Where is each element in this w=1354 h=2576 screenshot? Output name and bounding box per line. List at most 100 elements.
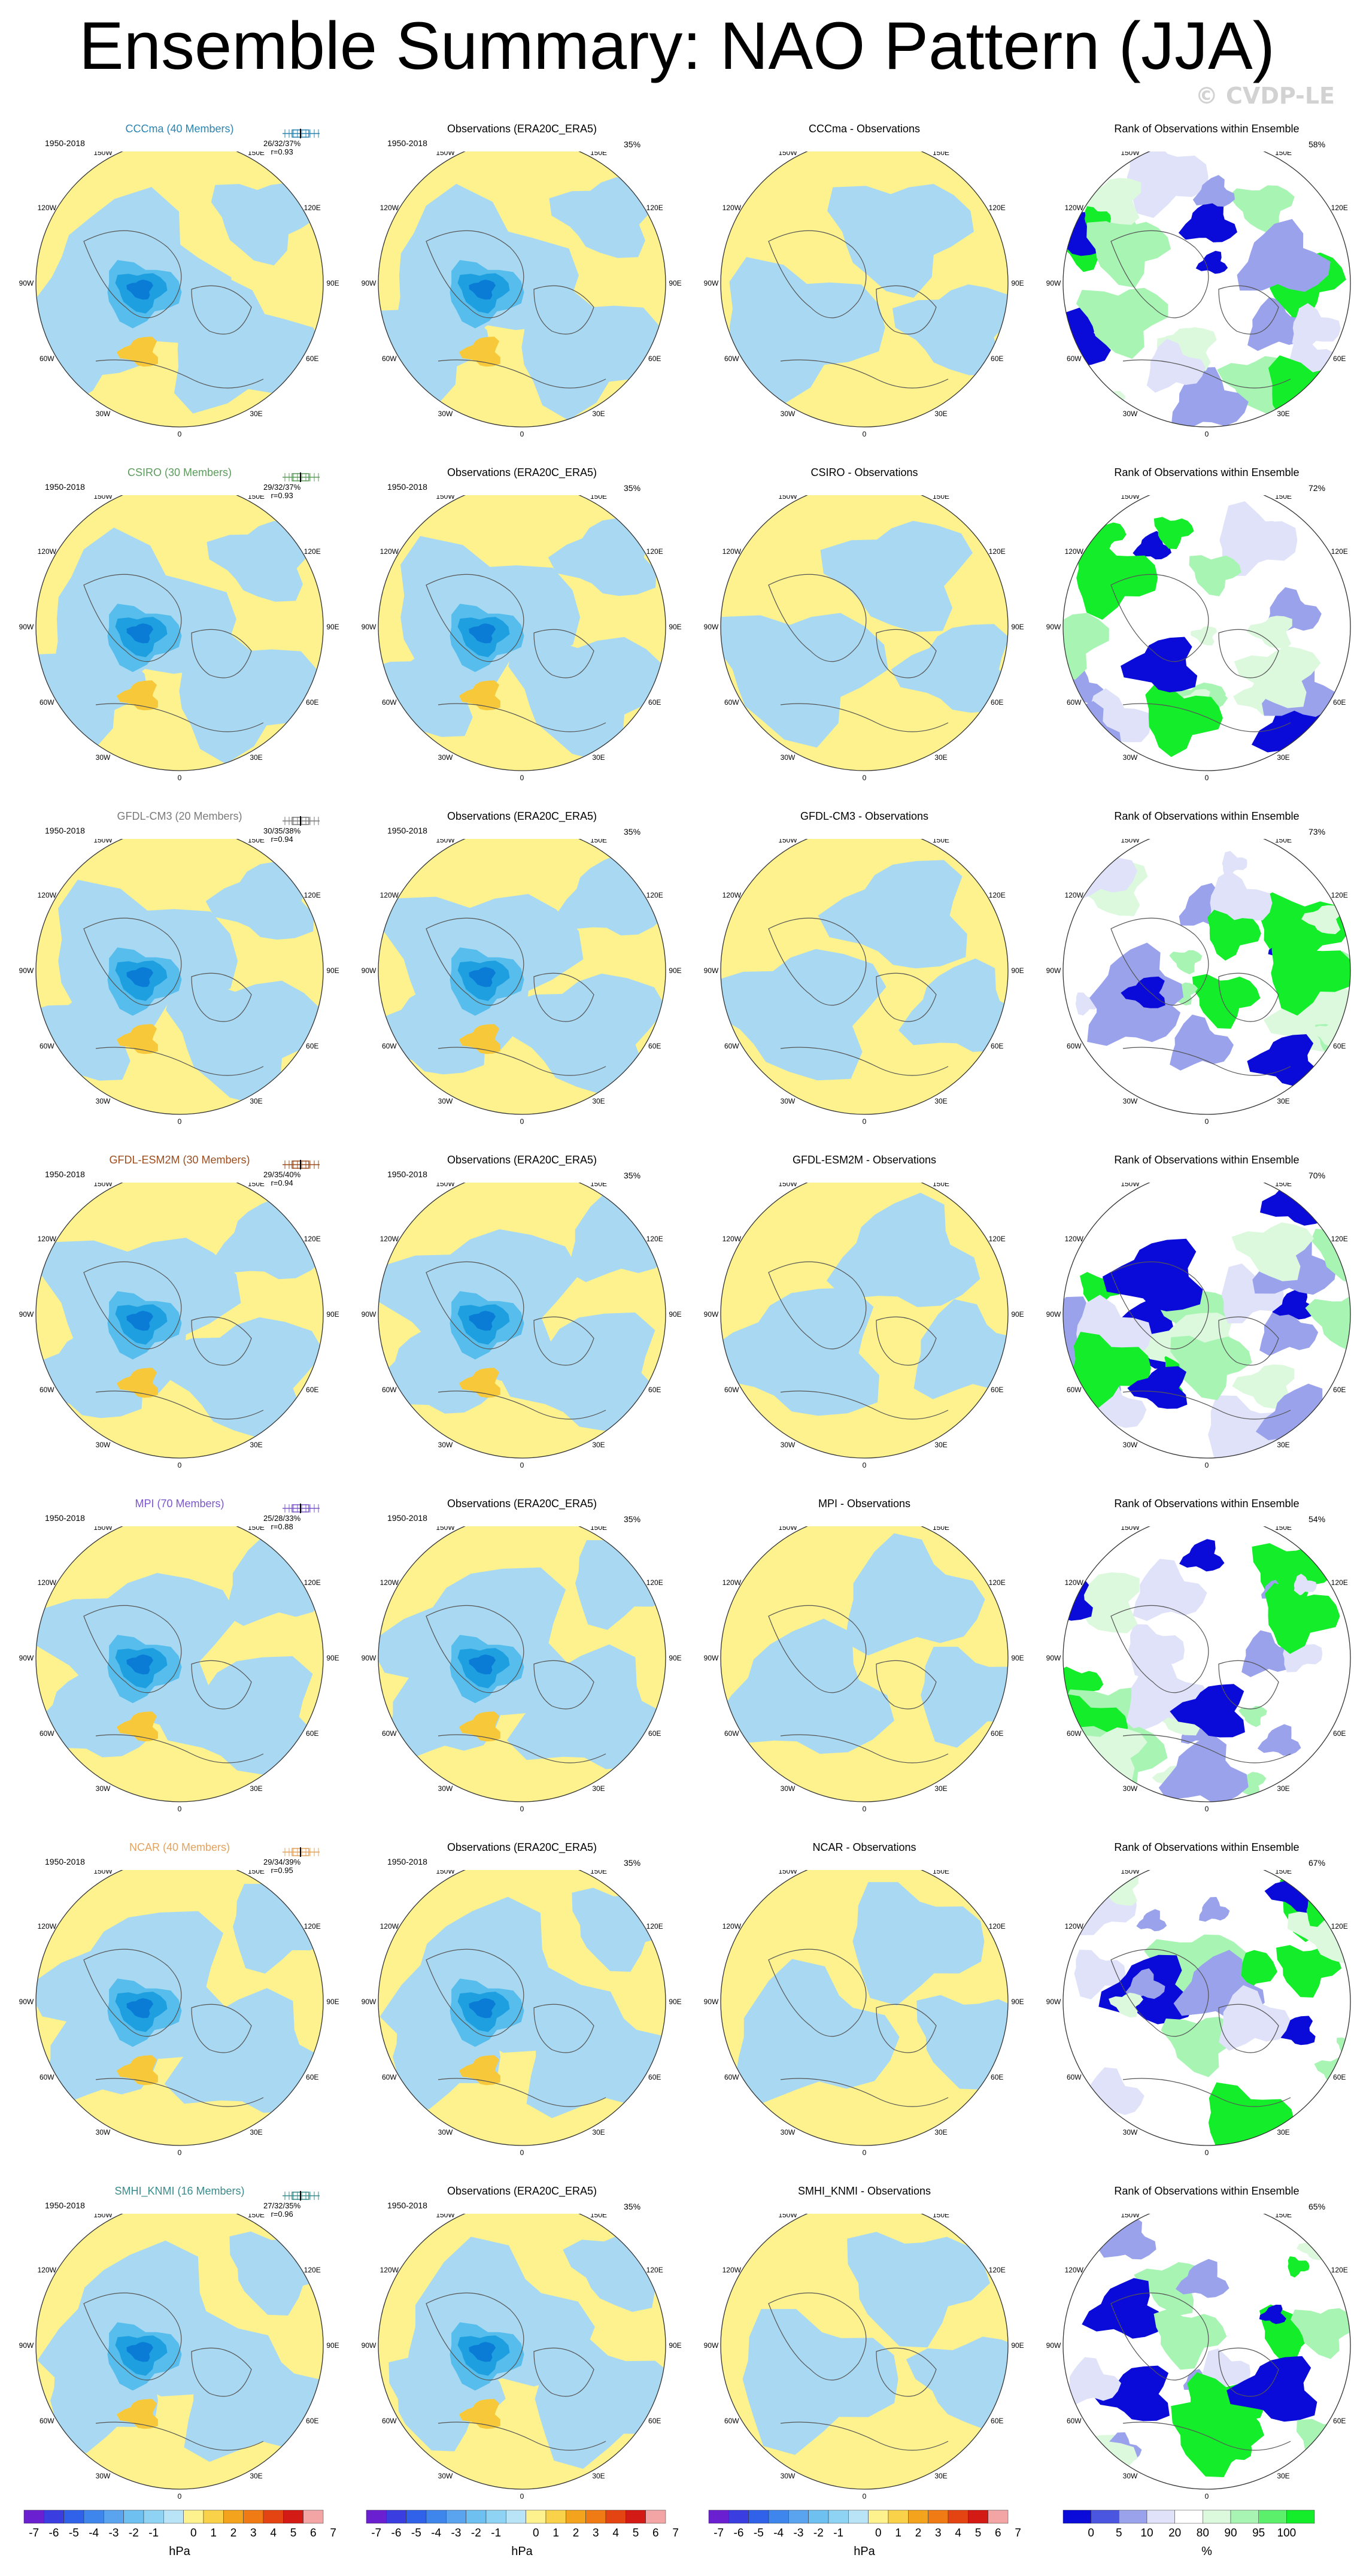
longitude-label: 30E — [1277, 1441, 1289, 1449]
panel-title: Observations (ERA20C_ERA5) — [447, 1498, 597, 1510]
longitude-label: 0 — [1205, 430, 1209, 438]
longitude-label: 120E — [989, 1235, 1006, 1243]
colorbar-tick-label: 7 — [1015, 2527, 1021, 2539]
rank-region — [1192, 175, 1235, 207]
ensemble-boxplot — [283, 2191, 320, 2201]
rank-region — [1237, 219, 1331, 292]
colorbar-swatch — [708, 2510, 729, 2524]
rank-pct: 70% — [1309, 1171, 1326, 1180]
colorbar-tick-label: 90 — [1224, 2527, 1237, 2539]
model-row: NCAR (40 Members) 1950-2018 29/34/39% r=0.9… — [0, 1822, 1354, 2166]
colorbar-tick-label: -3 — [451, 2527, 462, 2539]
longitude-label: 60E — [1333, 354, 1346, 363]
rank-region — [1238, 1706, 1267, 1728]
rank-region — [1076, 540, 1158, 620]
period-label: 1950-2018 — [387, 826, 427, 835]
longitude-label: 120W — [38, 204, 57, 212]
longitude-label: 90E — [669, 623, 681, 631]
longitude-label: 150E — [1275, 1870, 1292, 1875]
obs-panel: Observations (ERA20C_ERA5)1950-201835%18… — [354, 791, 690, 1135]
rank-region — [1063, 613, 1109, 680]
diff-panel: NCAR - Observations180150E120E90E60E30E0… — [697, 1822, 1032, 2166]
colorbar-tick-label: 6 — [652, 2527, 659, 2539]
panel-title: Observations (ERA20C_ERA5) — [447, 123, 597, 135]
longitude-label: 120W — [1065, 204, 1084, 212]
rank-region — [1127, 140, 1209, 218]
nao-high-center — [116, 2055, 158, 2086]
longitude-label: 0 — [863, 2148, 867, 2157]
colorbar-swatch — [83, 2510, 104, 2524]
longitude-label: 30W — [438, 753, 453, 762]
longitude-label: 60W — [40, 1386, 54, 1394]
ensemble-boxplot — [283, 1160, 320, 1169]
period-label: 1950-2018 — [387, 482, 427, 492]
negative-anomaly-region — [508, 637, 666, 762]
longitude-label: 0 — [520, 1117, 524, 1126]
colorbar-swatch — [1286, 2510, 1315, 2524]
colorbar-tick-label: 5 — [290, 2527, 297, 2539]
rank-region — [1169, 950, 1203, 975]
longitude-label: 30W — [781, 753, 796, 762]
colorbar-tick-label: 1 — [895, 2527, 901, 2539]
rank-region — [1102, 1238, 1203, 1311]
obs-map: 180150E120E90E60E30E030W60W90W120W150W — [362, 1847, 682, 2157]
longitude-label: 90W — [704, 1998, 719, 2006]
longitude-label: 150E — [933, 151, 949, 157]
longitude-label: 150W — [1121, 2214, 1140, 2219]
negative-anomaly-region — [891, 624, 1008, 713]
longitude-label: 30W — [96, 2128, 111, 2136]
rank-region — [1234, 646, 1321, 708]
rank-region — [1178, 199, 1237, 243]
longitude-label: 60W — [1067, 1729, 1082, 1738]
colorbar-swatch — [446, 2510, 466, 2524]
longitude-label: 120W — [722, 2266, 742, 2274]
longitude-label: 120W — [722, 1578, 742, 1587]
ensemble-boxplot — [283, 1504, 320, 1513]
longitude-label: 150E — [933, 2214, 949, 2219]
longitude-label: 30W — [1123, 2128, 1138, 2136]
longitude-label: 90E — [669, 1998, 681, 2006]
nao-low-center — [126, 2342, 154, 2362]
rank-pct: 54% — [1309, 1514, 1326, 1524]
rank-region — [1078, 390, 1127, 426]
rank-region — [1121, 976, 1165, 1008]
longitude-label: 60E — [306, 698, 318, 707]
longitude-label: 150E — [1275, 495, 1292, 501]
longitude-label: 90W — [1046, 279, 1061, 287]
colorbar-swatch — [506, 2510, 526, 2524]
longitude-label: 150W — [1121, 839, 1140, 844]
nao-low-center — [126, 1311, 154, 1331]
rank-region — [1170, 1014, 1234, 1071]
longitude-label: 30E — [250, 2472, 262, 2480]
longitude-label: 120E — [989, 891, 1006, 899]
obs-variance-pct: 35% — [624, 1514, 641, 1524]
panel-title: CSIRO - Observations — [810, 466, 918, 478]
longitude-label: 30E — [934, 1097, 947, 1105]
colorbar-tick-label: -2 — [470, 2527, 481, 2539]
colorbar-tick-label: -3 — [793, 2527, 804, 2539]
longitude-label: 60E — [991, 354, 1003, 363]
obs-map: 180150E120E90E60E30E030W60W90W120W150W — [362, 2190, 682, 2501]
period-label: 1950-2018 — [45, 1169, 85, 1179]
longitude-label: 150W — [778, 495, 797, 501]
longitude-label: 120E — [646, 204, 663, 212]
rank-pct: 72% — [1309, 483, 1326, 493]
longitude-label: 150E — [248, 1526, 265, 1532]
rank-panel: Rank of Observations within Ensemble 70% 1… — [1039, 1135, 1354, 1478]
rank-region — [1275, 2016, 1316, 2045]
longitude-label: 150E — [1275, 1526, 1292, 1532]
colorbar-swatch — [585, 2510, 606, 2524]
nao-high-center — [116, 1024, 158, 1054]
pattern-stats: 26/32/37% r=0.93 — [263, 140, 300, 156]
colorbar-swatch — [23, 2510, 44, 2524]
diff-map: 180150E120E90E60E30E030W60W90W120W150W — [704, 128, 1024, 438]
negative-anomaly-region — [174, 275, 321, 414]
panel-title: Observations (ERA20C_ERA5) — [447, 1841, 597, 1853]
longitude-label: 30E — [592, 1441, 605, 1449]
longitude-label: 150W — [93, 1526, 113, 1532]
longitude-label: 120E — [304, 2266, 321, 2274]
longitude-label: 0 — [178, 1805, 182, 1813]
pattern-stats: 25/28/33% r=0.88 — [263, 1514, 300, 1531]
nao-low-center — [469, 1998, 496, 2019]
longitude-label: 120E — [989, 2266, 1006, 2274]
